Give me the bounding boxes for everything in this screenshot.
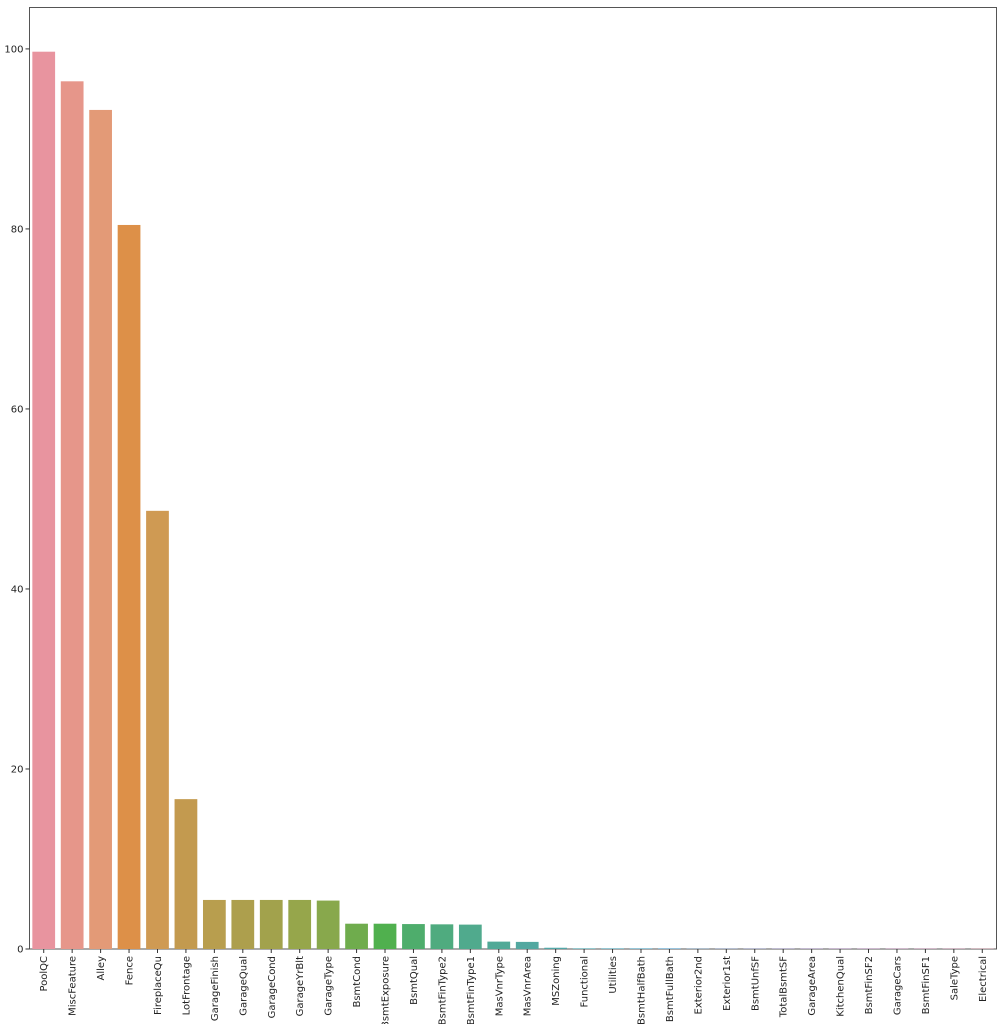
x-tick-label: SaleType	[949, 956, 960, 1000]
x-tick-label: BsmtExposure	[381, 956, 392, 1024]
bar	[202, 899, 226, 949]
bar	[32, 51, 56, 949]
x-tick-label: MSZoning	[551, 956, 562, 1006]
x-tick-label: Functional	[580, 956, 591, 1007]
bar	[117, 224, 141, 949]
bar	[629, 948, 653, 949]
x-tick-label: GarageQual	[238, 956, 249, 1016]
bar	[316, 900, 340, 949]
x-tick-label: GarageCond	[267, 956, 278, 1018]
x-tick-label: BsmtFinSF1	[921, 956, 932, 1014]
x-tick-label: GarageYrBlt	[295, 956, 306, 1016]
x-tick-label: Fence	[125, 956, 136, 985]
x-tick-label: BsmtFinType2	[437, 956, 448, 1024]
bar	[515, 941, 539, 949]
x-tick-label: MasVnrArea	[523, 956, 534, 1016]
bar	[373, 923, 397, 949]
bar	[658, 948, 681, 949]
x-tick-label: GarageType	[324, 956, 335, 1016]
bar	[544, 947, 568, 949]
bar	[259, 899, 283, 949]
bar	[288, 899, 312, 949]
x-tick-label: TotalBsmtSF	[779, 956, 790, 1018]
y-tick-label: 100	[4, 44, 23, 55]
bar	[146, 510, 169, 949]
y-tick-label: 40	[11, 584, 24, 595]
x-tick-label: GarageFinish	[210, 956, 221, 1021]
x-tick-label: GarageArea	[807, 956, 818, 1016]
x-tick-label: GarageCars	[892, 956, 903, 1015]
x-tick-label: FireplaceQu	[153, 956, 164, 1015]
x-tick-label: Exterior1st	[722, 956, 733, 1011]
y-tick-label: 20	[11, 764, 24, 775]
x-tick-label: BsmtCond	[352, 956, 363, 1008]
x-tick-label: BsmtFinType1	[466, 956, 477, 1024]
bar	[458, 924, 482, 949]
plot-frame	[29, 7, 997, 950]
x-tick-label: LotFrontage	[181, 956, 192, 1015]
bar	[231, 899, 255, 949]
bar	[174, 799, 198, 949]
bar	[487, 941, 511, 949]
x-tick-label: BsmtHalfBath	[636, 956, 647, 1024]
y-tick-label: 80	[11, 224, 24, 235]
x-tick-label: BsmtFinSF2	[864, 956, 875, 1014]
x-tick-label: Exterior2nd	[693, 956, 704, 1014]
x-tick-label: MiscFeature	[68, 956, 79, 1016]
x-tick-label: Utilities	[608, 956, 619, 994]
x-tick-label: BsmtUnfSF	[750, 956, 761, 1011]
bar	[572, 948, 596, 949]
x-tick-label: PoolQC	[39, 956, 50, 992]
bar	[601, 948, 624, 949]
bar	[89, 109, 112, 949]
bar	[60, 81, 84, 949]
x-tick-label: Electrical	[978, 956, 989, 1002]
bar	[402, 924, 425, 949]
x-tick-label: BsmtQual	[409, 956, 420, 1005]
y-tick-label: 0	[17, 945, 23, 956]
bar	[430, 924, 454, 949]
x-tick-label: BsmtFullBath	[665, 956, 676, 1022]
x-tick-label: KitchenQual	[836, 956, 847, 1017]
bar	[345, 923, 368, 949]
x-tick-label: MasVnrType	[494, 956, 505, 1016]
y-tick-label: 60	[11, 404, 24, 415]
x-tick-label: Alley	[96, 956, 107, 981]
